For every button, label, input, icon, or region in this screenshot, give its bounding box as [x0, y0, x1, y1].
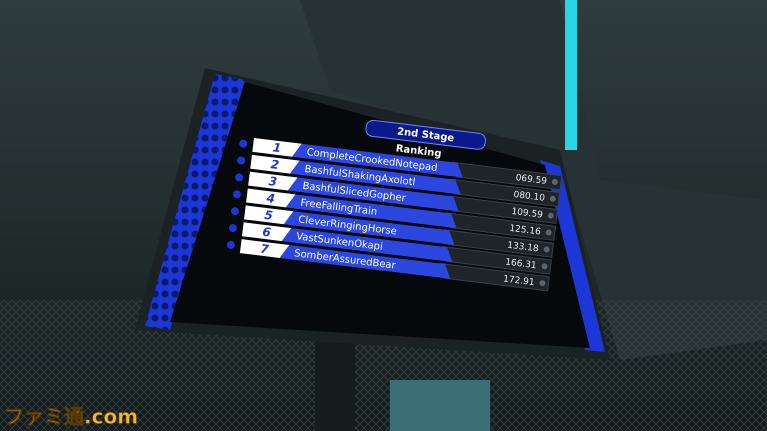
row-bolt [230, 207, 239, 216]
row-bolt [543, 246, 550, 253]
time: 069.59 [515, 173, 548, 187]
name-bar [289, 159, 461, 195]
rank-number: 3 [268, 174, 278, 189]
rank-box [244, 205, 294, 225]
rank-number: 5 [264, 208, 274, 223]
row-bolt [226, 240, 235, 249]
name-bar [285, 193, 457, 229]
row-bolt [541, 263, 548, 270]
row-bolt [547, 212, 554, 219]
row-bolt [235, 173, 244, 182]
rank-box [250, 154, 300, 174]
rank-box [252, 137, 302, 157]
name-bar [279, 244, 451, 279]
row-bolt [233, 190, 242, 199]
rank-number: 6 [262, 225, 272, 240]
name-bar [287, 176, 459, 212]
rank-box [239, 239, 290, 258]
rank-number: 4 [265, 191, 276, 206]
time: 166.31 [505, 258, 537, 272]
rank-box [246, 188, 296, 208]
row-bolt [539, 280, 546, 287]
rank-number: 2 [270, 157, 280, 172]
time: 080.10 [513, 190, 546, 204]
name-bar [283, 210, 455, 246]
rank-box [241, 222, 292, 242]
light-strip [565, 0, 577, 150]
time: 125.16 [509, 224, 542, 238]
row-bolt [551, 178, 558, 185]
row-bolt [237, 156, 246, 165]
row-bolt [228, 224, 237, 233]
wall [300, 0, 767, 360]
rank-number: 7 [260, 242, 271, 257]
watermark: ファミ通.com [4, 405, 138, 429]
row-bolt [545, 229, 552, 236]
time: 133.18 [507, 241, 540, 255]
right-strip [540, 160, 605, 352]
left-strip-dots [145, 74, 245, 330]
time: 109.59 [511, 207, 544, 221]
row-bolt [549, 195, 556, 202]
name-bar [281, 227, 453, 263]
name-bar [292, 142, 463, 178]
rank-box [248, 171, 298, 191]
stage-badge [365, 119, 486, 150]
support-pole [315, 330, 355, 431]
row-bolt [239, 139, 248, 148]
pedestal [390, 380, 490, 431]
rank-number: 1 [272, 140, 282, 155]
time: 172.91 [503, 274, 535, 288]
